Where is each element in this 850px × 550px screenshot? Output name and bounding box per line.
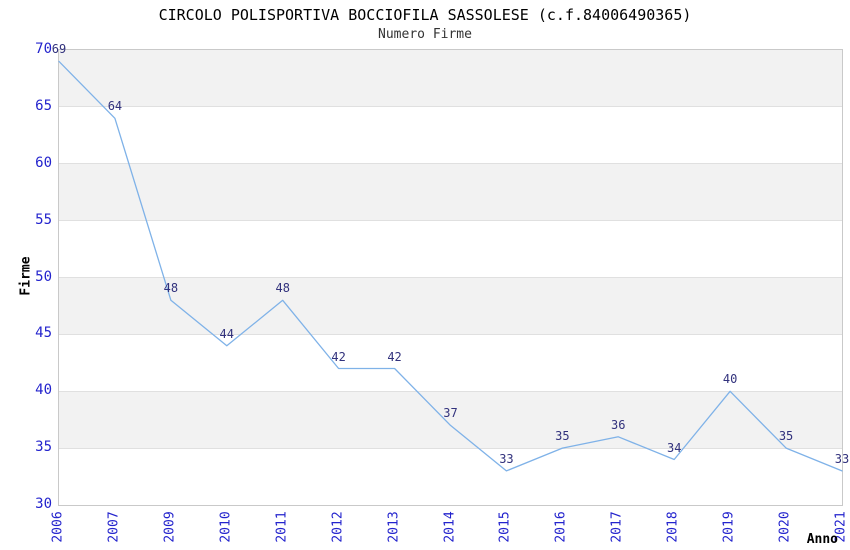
x-tick-label: 2019 xyxy=(721,511,737,543)
data-point-label: 64 xyxy=(107,99,123,114)
data-point-label: 33 xyxy=(499,451,514,466)
y-tick-label: 50 xyxy=(35,268,52,285)
x-tick-label: 2006 xyxy=(50,511,66,543)
y-axis-title: Firme xyxy=(18,256,34,296)
x-tick-label: 2010 xyxy=(218,511,234,543)
plot-area: 69 64 48 44 48 42 42 37 33 35 36 34 40 35 33 xyxy=(52,43,849,506)
shaded-band xyxy=(59,50,842,107)
data-point-label: 40 xyxy=(722,372,738,387)
chart-subtitle: Numero Firme xyxy=(378,27,472,42)
y-tick-label: 40 xyxy=(35,382,52,399)
line-series-svg xyxy=(58,60,843,472)
x-tick-label: 2009 xyxy=(162,511,178,543)
gridline xyxy=(59,163,842,165)
y-tick-label: 55 xyxy=(35,211,52,228)
y-tick-label: 65 xyxy=(35,97,52,114)
data-point-label: 48 xyxy=(275,281,290,296)
x-tick-label: 2013 xyxy=(386,511,402,543)
x-tick-label: 2018 xyxy=(665,511,681,543)
x-tick-label: 2011 xyxy=(274,511,290,543)
y-tick-label: 30 xyxy=(35,496,52,512)
shaded-band xyxy=(59,163,842,221)
gridline xyxy=(59,447,842,449)
data-point-label: 48 xyxy=(163,281,179,296)
data-point-label: 35 xyxy=(778,429,794,444)
shaded-band xyxy=(59,277,842,335)
x-tick-label: 2007 xyxy=(106,511,122,543)
chart-title: CIRCOLO POLISPORTIVA BOCCIOFILA SASSOLES… xyxy=(158,6,692,24)
data-point-label: 42 xyxy=(331,349,346,364)
x-tick-label: 2012 xyxy=(330,511,346,543)
x-tick-label: 2016 xyxy=(553,511,569,543)
signatures-trend-line xyxy=(58,60,843,472)
gridline xyxy=(59,390,842,392)
data-point-label: 44 xyxy=(219,326,235,341)
y-tick-label: 35 xyxy=(35,439,52,456)
gridline xyxy=(59,333,842,335)
data-point-label: 34 xyxy=(666,440,682,455)
x-tick-label: 2015 xyxy=(497,511,513,543)
gridline xyxy=(59,220,842,222)
data-point-label: 37 xyxy=(443,406,458,421)
x-tick-label: 2014 xyxy=(442,511,457,543)
y-tick-label: 70 xyxy=(35,41,52,57)
x-axis-title: Anno xyxy=(806,532,838,547)
data-point-label: 69 xyxy=(51,42,67,57)
gridline xyxy=(59,106,842,108)
shaded-band xyxy=(59,391,842,449)
data-point-label: 33 xyxy=(834,451,850,466)
data-point-label: 35 xyxy=(555,429,570,444)
data-point-label: 42 xyxy=(387,349,402,364)
y-tick-label: 60 xyxy=(35,154,52,171)
x-tick-label: 2017 xyxy=(609,511,625,543)
x-tick-label: 2020 xyxy=(777,511,793,543)
gridline xyxy=(59,277,842,278)
data-point-label: 36 xyxy=(611,417,626,432)
y-tick-label: 45 xyxy=(35,325,52,342)
